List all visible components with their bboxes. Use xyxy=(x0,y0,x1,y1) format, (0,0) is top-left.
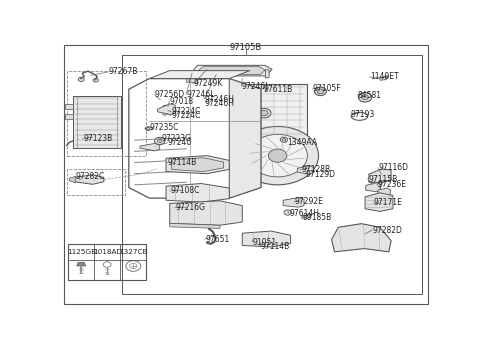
Polygon shape xyxy=(77,262,85,266)
Circle shape xyxy=(261,110,268,116)
Text: 97240: 97240 xyxy=(168,138,192,147)
Polygon shape xyxy=(366,183,381,192)
Polygon shape xyxy=(242,231,290,247)
Polygon shape xyxy=(166,156,229,174)
Polygon shape xyxy=(74,175,104,184)
Bar xyxy=(67,71,145,156)
Polygon shape xyxy=(145,127,153,130)
Text: 97246L: 97246L xyxy=(186,90,215,99)
Circle shape xyxy=(163,112,167,115)
Text: 97114B: 97114B xyxy=(261,242,290,251)
Text: 97282C: 97282C xyxy=(76,172,105,181)
Text: 97223G: 97223G xyxy=(161,134,191,143)
Bar xyxy=(72,96,121,148)
Text: 91051: 91051 xyxy=(252,238,276,247)
Bar xyxy=(122,55,422,294)
Polygon shape xyxy=(283,198,304,207)
Polygon shape xyxy=(332,224,391,252)
Circle shape xyxy=(284,210,291,215)
Polygon shape xyxy=(229,79,261,198)
Text: 97236E: 97236E xyxy=(377,180,406,189)
Text: 1349AA: 1349AA xyxy=(287,138,317,147)
Circle shape xyxy=(78,77,84,81)
Polygon shape xyxy=(172,158,224,171)
Text: 97235C: 97235C xyxy=(149,123,179,132)
Text: 84581: 84581 xyxy=(358,90,382,100)
Text: 97193: 97193 xyxy=(351,110,375,119)
Text: 97651: 97651 xyxy=(205,235,229,244)
Circle shape xyxy=(375,172,385,179)
Text: 97115B: 97115B xyxy=(368,175,397,184)
Text: 97611B: 97611B xyxy=(264,85,293,94)
Text: 97282D: 97282D xyxy=(372,226,402,235)
Circle shape xyxy=(280,137,288,142)
Text: 97105F: 97105F xyxy=(313,84,342,93)
Circle shape xyxy=(317,89,324,94)
Circle shape xyxy=(314,87,326,96)
Polygon shape xyxy=(65,114,72,119)
Polygon shape xyxy=(157,104,175,115)
Circle shape xyxy=(307,168,313,172)
Text: 1327CB: 1327CB xyxy=(119,249,147,255)
Text: 97224C: 97224C xyxy=(172,107,201,116)
Polygon shape xyxy=(365,193,393,211)
Text: 97108C: 97108C xyxy=(170,186,200,196)
Polygon shape xyxy=(297,166,314,174)
Text: 97267B: 97267B xyxy=(108,68,138,77)
Text: 97246J: 97246J xyxy=(241,81,268,90)
Polygon shape xyxy=(378,188,390,196)
Polygon shape xyxy=(166,184,229,202)
Text: 97171E: 97171E xyxy=(373,198,402,207)
Text: 97224C: 97224C xyxy=(172,111,201,120)
Text: 97123B: 97123B xyxy=(83,134,112,143)
Text: 97129D: 97129D xyxy=(305,170,336,179)
Polygon shape xyxy=(302,215,311,218)
Text: 97292E: 97292E xyxy=(294,197,323,206)
Bar xyxy=(68,244,146,280)
Polygon shape xyxy=(170,223,220,228)
Circle shape xyxy=(93,78,98,82)
Polygon shape xyxy=(192,65,272,76)
Text: 1018AD: 1018AD xyxy=(93,249,122,255)
Polygon shape xyxy=(170,201,242,225)
Polygon shape xyxy=(198,67,265,75)
Text: 97114B: 97114B xyxy=(167,158,196,167)
Text: 97256D: 97256D xyxy=(155,90,185,99)
Polygon shape xyxy=(265,70,269,78)
Circle shape xyxy=(359,92,372,102)
Text: 97018: 97018 xyxy=(170,97,194,106)
Text: 1140ET: 1140ET xyxy=(370,72,398,81)
Text: 97216G: 97216G xyxy=(175,203,205,212)
Polygon shape xyxy=(65,104,72,109)
Circle shape xyxy=(145,127,150,130)
Circle shape xyxy=(162,105,170,110)
Text: 97246H: 97246H xyxy=(204,95,234,104)
Circle shape xyxy=(237,126,319,185)
Polygon shape xyxy=(369,169,391,183)
Circle shape xyxy=(155,137,165,145)
Circle shape xyxy=(268,149,287,162)
Bar xyxy=(67,169,125,196)
Circle shape xyxy=(362,95,368,100)
Text: 97249K: 97249K xyxy=(194,79,223,88)
Text: 97614H: 97614H xyxy=(289,209,320,218)
Text: 1125GB: 1125GB xyxy=(67,249,96,255)
Polygon shape xyxy=(149,71,250,79)
Circle shape xyxy=(164,107,168,109)
Text: 97128B: 97128B xyxy=(301,165,330,174)
Polygon shape xyxy=(186,74,190,82)
Polygon shape xyxy=(380,76,388,80)
Circle shape xyxy=(258,108,271,118)
Circle shape xyxy=(157,139,162,142)
Text: 97105B: 97105B xyxy=(230,43,262,52)
Polygon shape xyxy=(190,74,198,84)
Text: 99185B: 99185B xyxy=(302,213,332,222)
Polygon shape xyxy=(69,176,76,183)
Polygon shape xyxy=(140,144,160,151)
Circle shape xyxy=(248,134,307,177)
Text: 97116D: 97116D xyxy=(378,163,408,172)
Bar xyxy=(241,84,307,137)
Text: 97246H: 97246H xyxy=(204,99,234,108)
